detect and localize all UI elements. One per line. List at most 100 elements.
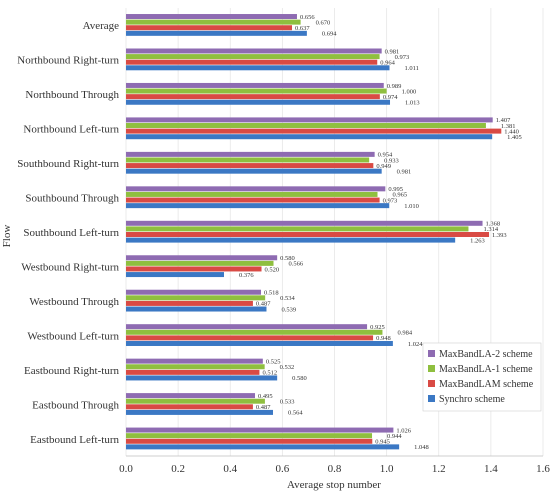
value-label: 1.393 xyxy=(492,232,507,239)
value-label: 0.949 xyxy=(376,163,391,170)
bar xyxy=(126,289,262,295)
value-label: 0.487 xyxy=(256,301,271,308)
bar xyxy=(126,340,393,346)
bar xyxy=(126,54,380,60)
value-label: 0.948 xyxy=(376,335,391,342)
value-label: 0.973 xyxy=(383,197,398,204)
bar xyxy=(126,94,380,100)
bar xyxy=(126,433,373,439)
x-tick-label: 0.4 xyxy=(223,463,237,475)
category-label: Southbound Left-turn xyxy=(23,227,119,239)
bar xyxy=(126,14,297,20)
legend-label: MaxBandLA-1 scheme xyxy=(439,364,533,375)
bar xyxy=(126,329,383,335)
value-label: 0.580 xyxy=(280,255,295,262)
category-label: Southbound Through xyxy=(25,193,119,205)
value-label: 1.024 xyxy=(408,341,423,348)
value-label: 0.533 xyxy=(280,399,295,406)
category-label: Average xyxy=(83,20,120,32)
x-tick-label: 1.2 xyxy=(432,463,446,475)
bar xyxy=(126,59,378,65)
value-label: 0.539 xyxy=(281,306,296,313)
value-label: 1.314 xyxy=(483,226,498,233)
x-tick-label: 0.8 xyxy=(328,463,342,475)
bar xyxy=(126,409,273,415)
bar xyxy=(126,123,486,129)
x-tick-label: 0.0 xyxy=(119,463,133,475)
value-label: 0.925 xyxy=(370,324,385,331)
value-label: 0.580 xyxy=(292,375,307,382)
value-label: 1.368 xyxy=(486,221,501,228)
x-tick-label: 1.6 xyxy=(536,463,550,475)
bar xyxy=(126,151,375,157)
bar xyxy=(126,82,384,88)
value-label: 0.981 xyxy=(385,48,400,55)
value-label: 0.944 xyxy=(387,433,402,440)
bar xyxy=(126,393,256,399)
value-label: 0.973 xyxy=(395,54,410,61)
bar xyxy=(126,30,307,36)
bar xyxy=(126,364,265,370)
bar xyxy=(126,186,386,192)
category-label: Northbound Right-turn xyxy=(17,55,119,67)
bar xyxy=(126,427,394,433)
y-axis-title: Flow xyxy=(1,225,13,248)
value-label: 0.954 xyxy=(378,152,393,159)
bar xyxy=(126,99,391,105)
bar xyxy=(126,404,253,410)
bar xyxy=(126,255,278,261)
category-label: Northbound Left-turn xyxy=(23,124,119,136)
value-label: 1.011 xyxy=(404,65,418,72)
bar xyxy=(126,88,387,94)
value-label: 0.520 xyxy=(265,266,280,273)
bar xyxy=(126,25,293,31)
category-label: Westbound Right-turn xyxy=(21,261,119,273)
legend-swatch xyxy=(428,365,435,372)
value-label: 0.964 xyxy=(380,59,395,66)
bar xyxy=(126,358,263,364)
bar xyxy=(126,163,374,169)
bar xyxy=(126,157,370,163)
category-label: Southbound Right-turn xyxy=(17,158,119,170)
bar xyxy=(126,300,253,306)
value-label: 1.010 xyxy=(404,203,419,210)
category-labels: Average Northbound Right-turn Northbound T… xyxy=(17,20,119,446)
x-tick-labels: 0.0 0.2 0.4 0.6 0.8 1.0 1.2 1.4 1.6 xyxy=(119,463,550,475)
value-label: 0.637 xyxy=(295,25,310,32)
value-label: 0.670 xyxy=(316,19,331,26)
value-label: 1.013 xyxy=(405,100,420,107)
value-labels: 0.6560.6700.6370.6940.9810.9730.9641.011… xyxy=(239,14,522,451)
bar xyxy=(126,191,378,197)
value-label: 0.965 xyxy=(393,192,408,199)
value-label: 1.440 xyxy=(504,128,519,135)
x-axis-title: Average stop number xyxy=(287,479,381,491)
value-label: 1.000 xyxy=(402,88,417,95)
value-label: 0.512 xyxy=(262,370,277,377)
value-label: 0.376 xyxy=(239,272,254,279)
bar xyxy=(126,128,502,134)
bar xyxy=(126,168,382,174)
legend-swatch xyxy=(428,350,435,357)
x-tick-label: 0.6 xyxy=(276,463,290,475)
bar xyxy=(126,295,266,301)
value-label: 0.532 xyxy=(280,364,295,371)
bar xyxy=(126,398,265,404)
category-label: Eastbound Right-turn xyxy=(24,365,120,377)
value-label: 1.263 xyxy=(470,237,485,244)
bar xyxy=(126,203,390,209)
legend-label: Synchro scheme xyxy=(439,394,505,405)
value-label: 0.974 xyxy=(383,94,398,101)
x-tick-label: 1.0 xyxy=(380,463,394,475)
bar xyxy=(126,197,380,203)
value-label: 0.995 xyxy=(388,186,403,193)
value-label: 1.026 xyxy=(396,427,411,434)
value-label: 0.989 xyxy=(387,83,402,90)
bar xyxy=(126,444,400,450)
x-tick-label: 1.4 xyxy=(484,463,498,475)
bar xyxy=(126,375,278,381)
bar xyxy=(126,324,368,330)
value-label: 0.564 xyxy=(288,410,303,417)
bar xyxy=(126,117,493,123)
bar xyxy=(126,369,260,375)
